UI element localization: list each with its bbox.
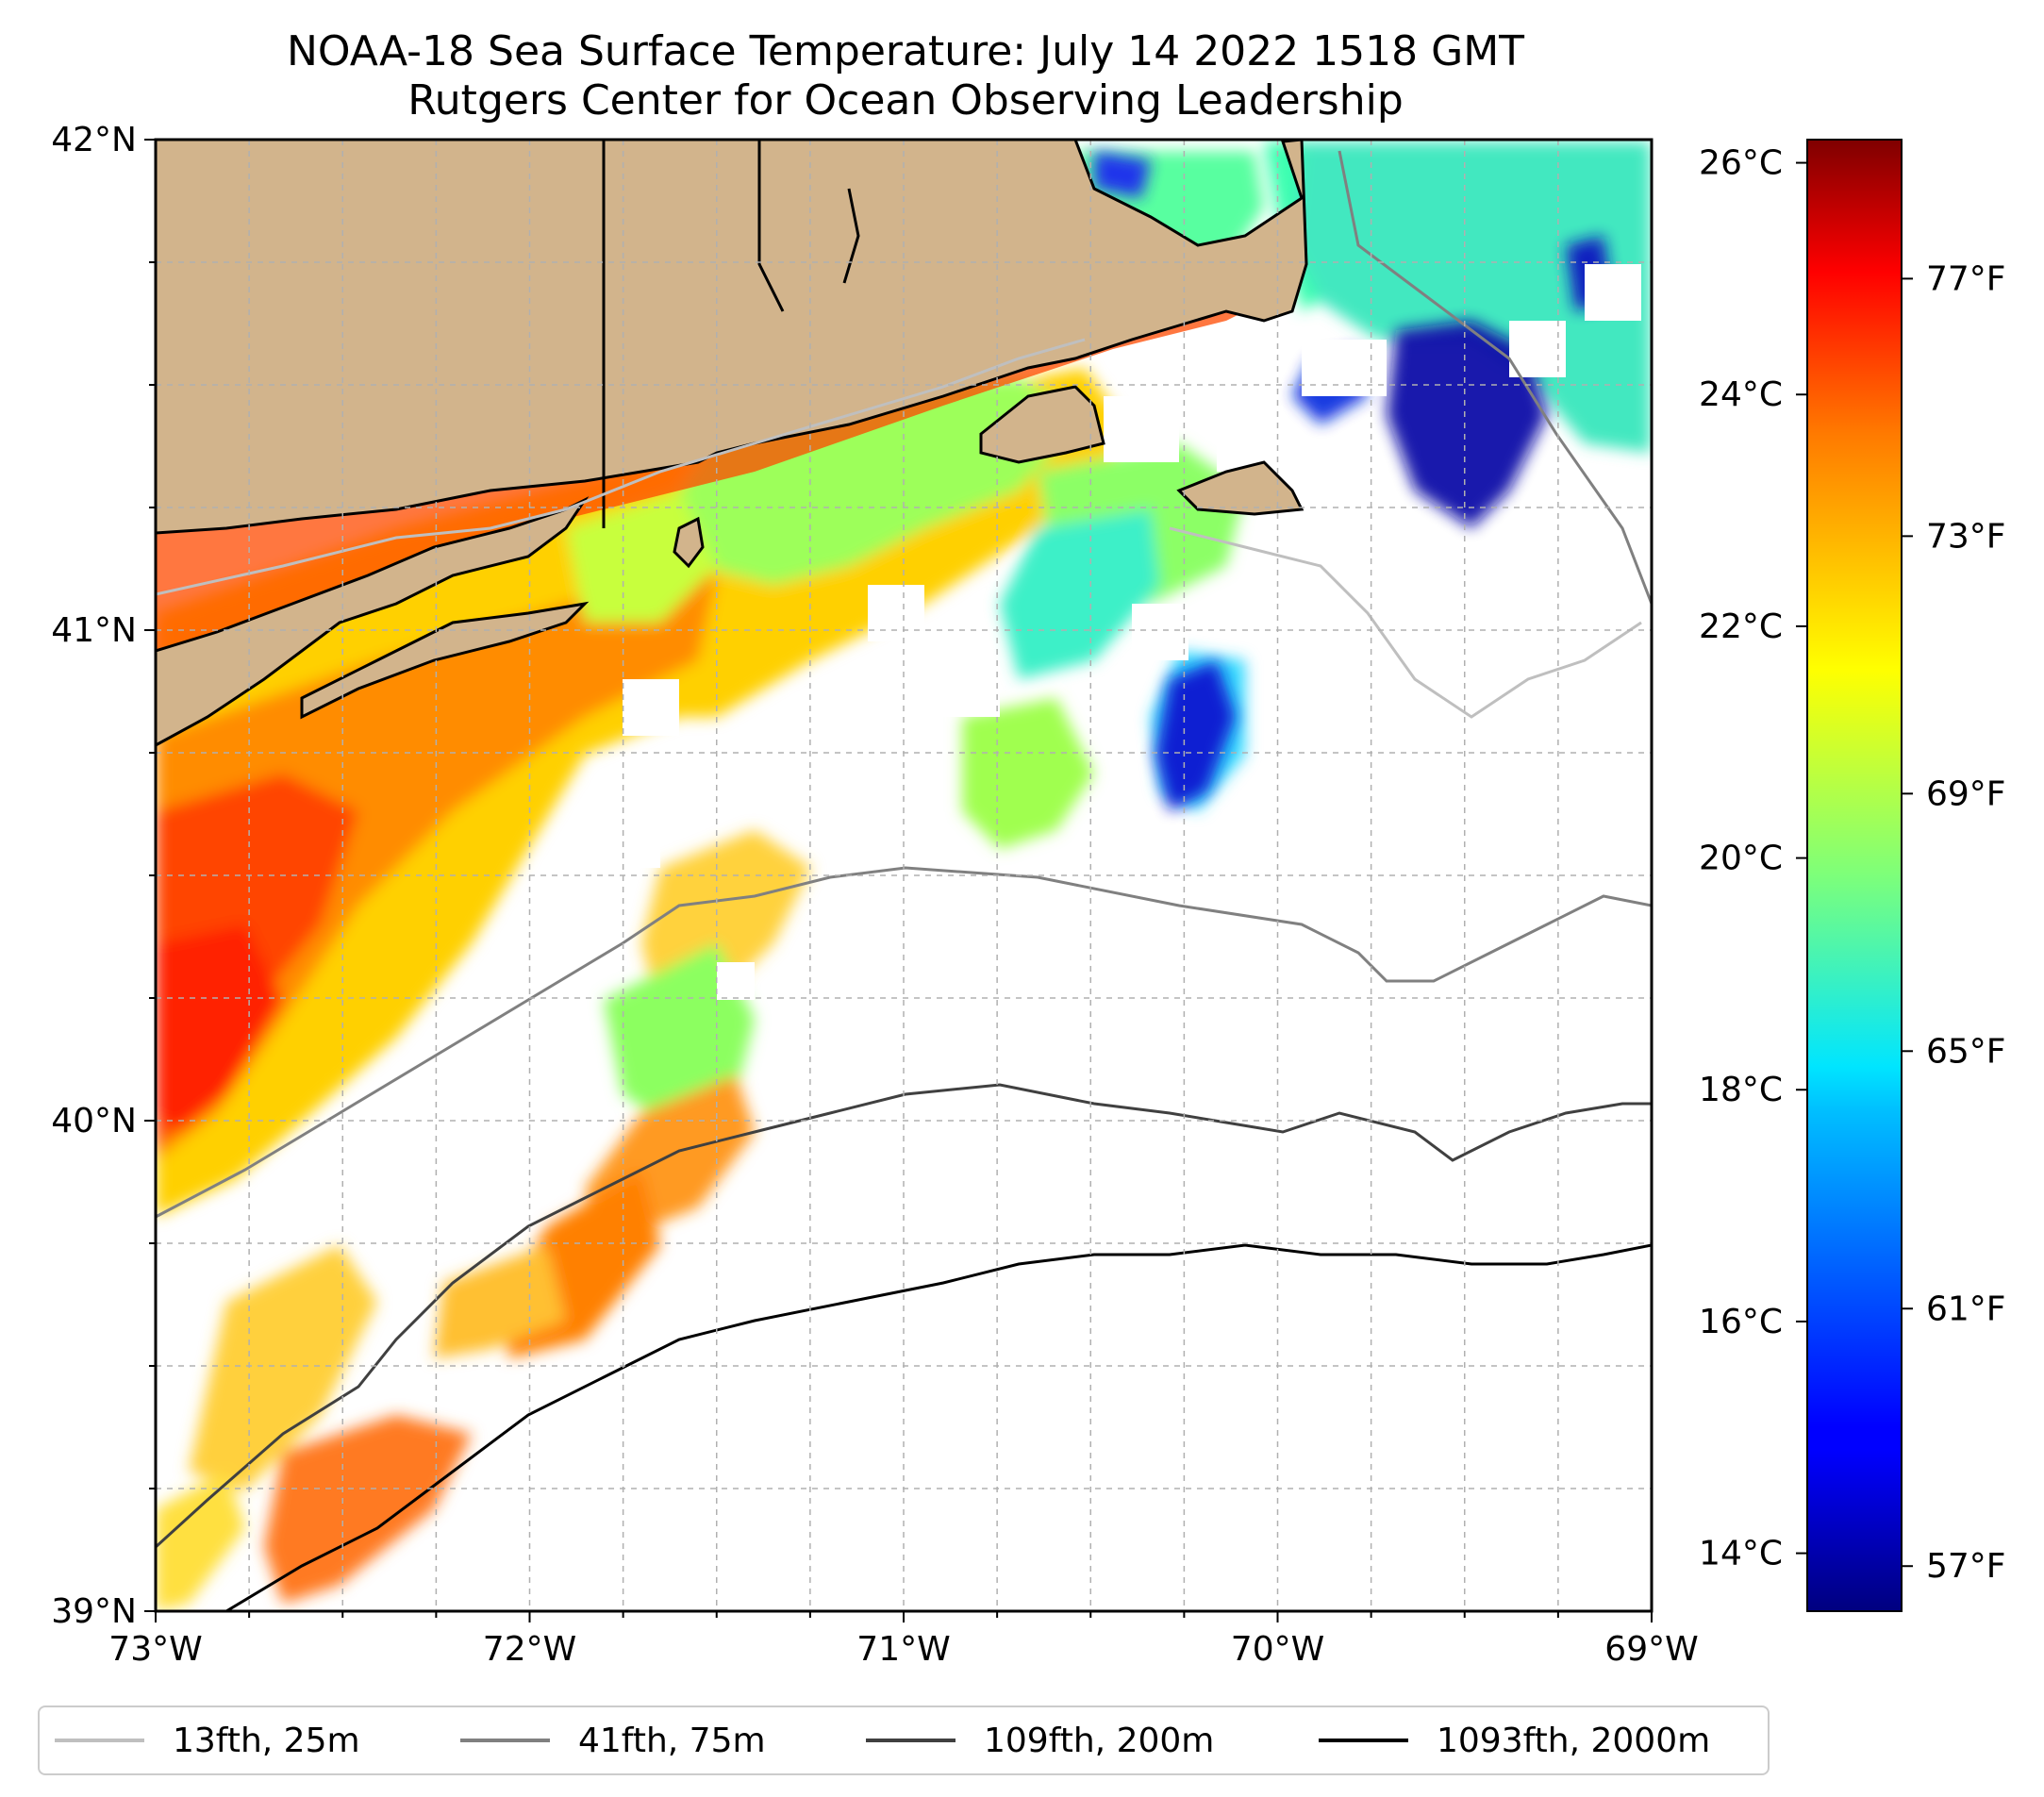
legend-label: 109fth, 200m — [984, 1721, 1215, 1760]
lon-tick-label: 70°W — [1231, 1630, 1324, 1669]
longitude-axis: 73°W 72°W 71°W 70°W 69°W — [108, 1611, 1699, 1669]
lat-tick-label: 41°N — [51, 611, 137, 650]
fahrenheit-tick-label: 73°F — [1926, 517, 2006, 556]
celsius-tick-label: 16°C — [1699, 1303, 1783, 1341]
fahrenheit-tick-label: 57°F — [1926, 1547, 2006, 1586]
latitude-axis: 42°N 41°N 40°N 39°N — [51, 121, 156, 1631]
legend-line-200m — [866, 1739, 956, 1742]
land-layer — [156, 140, 1308, 747]
legend-item: 41fth, 75m — [460, 1707, 766, 1773]
legend-label: 13fth, 25m — [173, 1721, 360, 1760]
celsius-tick-label: 20°C — [1699, 840, 1783, 878]
celsius-tick-label: 14°C — [1699, 1535, 1783, 1573]
celsius-tick-label: 26°C — [1699, 144, 1783, 183]
legend-item: 109fth, 200m — [866, 1707, 1214, 1773]
lon-tick-label: 73°W — [108, 1630, 202, 1669]
fahrenheit-tick-label: 61°F — [1926, 1290, 2006, 1328]
colorbar-fahrenheit-axis: 77°F 73°F 69°F 65°F 61°F 57°F — [1902, 259, 2006, 1586]
celsius-tick-label: 22°C — [1699, 607, 1783, 646]
legend-item: 1093fth, 2000m — [1319, 1707, 1710, 1773]
lon-tick-label: 72°W — [483, 1630, 576, 1669]
map-subtitle: Rutgers Center for Ocean Observing Leade… — [407, 76, 1404, 125]
map-title: NOAA-18 Sea Surface Temperature: July 14… — [286, 27, 1525, 75]
lat-tick-label: 42°N — [51, 121, 137, 159]
fahrenheit-tick-label: 77°F — [1926, 259, 2006, 298]
lat-tick-label: 39°N — [51, 1592, 137, 1631]
legend-label: 1093fth, 2000m — [1437, 1721, 1711, 1760]
depth-legend: 13fth, 25m 41fth, 75m 109fth, 200m 1093f… — [38, 1705, 1770, 1775]
fahrenheit-tick-label: 69°F — [1926, 774, 2006, 813]
colorbar-celsius-axis: 26°C 24°C 22°C 20°C 18°C 16°C 14°C — [1699, 144, 1807, 1573]
legend-item: 13fth, 25m — [55, 1707, 360, 1773]
lon-tick-label: 69°W — [1604, 1630, 1698, 1669]
legend-line-75m — [460, 1739, 550, 1742]
colorbar — [1806, 139, 1903, 1612]
celsius-tick-label: 24°C — [1699, 375, 1783, 414]
bathymetry-contours — [156, 150, 1652, 1611]
fahrenheit-tick-label: 65°F — [1926, 1032, 2006, 1071]
lon-tick-label: 71°W — [856, 1630, 950, 1669]
map-gridlines — [156, 140, 1652, 1611]
legend-line-25m — [55, 1739, 144, 1742]
lat-tick-label: 40°N — [51, 1102, 137, 1140]
legend-label: 41fth, 75m — [578, 1721, 766, 1760]
celsius-tick-label: 18°C — [1699, 1071, 1783, 1109]
legend-line-2000m — [1319, 1739, 1408, 1742]
